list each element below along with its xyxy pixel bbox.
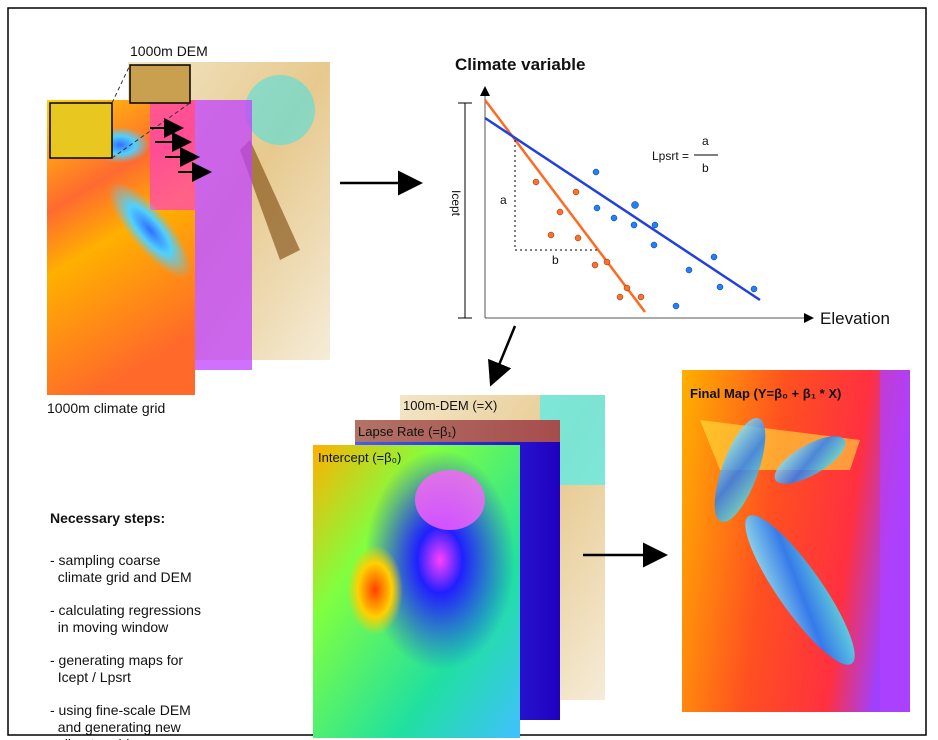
rise-label: a: [500, 193, 507, 207]
steps-list: - sampling coarse climate grid and DEM - …: [50, 552, 201, 740]
regression-plot: [458, 86, 814, 323]
arrow: [488, 325, 517, 387]
grid-label: 1000m climate grid: [47, 400, 165, 416]
step-line: - using fine-scale DEM: [50, 702, 191, 718]
final-map-label: Final Map (Y=β₀ + β₁ * X): [690, 386, 841, 401]
run-label: b: [552, 253, 559, 267]
layer-label: Lapse Rate (=β₁): [358, 424, 456, 439]
final-map: [682, 370, 910, 712]
dem-label: 1000m DEM: [130, 43, 208, 59]
step-line: - sampling coarse: [50, 552, 161, 568]
formula-num: a: [702, 134, 709, 148]
coarse-maps: [47, 62, 330, 395]
formula-lhs: Lpsrt =: [652, 149, 689, 163]
step-line: - generating maps for: [50, 652, 183, 668]
formula-den: b: [702, 161, 709, 175]
layer-label: 100m-DEM (=X): [403, 398, 497, 413]
icept-label: Icept: [449, 190, 463, 217]
step-line: - calculating regressions: [50, 602, 201, 618]
step-line: in moving window: [50, 619, 169, 635]
layer-maps: [313, 395, 605, 738]
step-line: climate grid and DEM: [50, 569, 192, 585]
steps-title: Necessary steps:: [50, 510, 165, 526]
step-line: Icept / Lpsrt: [50, 669, 131, 685]
y-axis-label: Climate variable: [455, 55, 585, 74]
step-line: and generating new: [50, 719, 182, 735]
layer-label: Intercept (=β₀): [318, 450, 401, 465]
x-axis-label: Elevation: [820, 309, 890, 328]
step-line: climate grid: [50, 736, 129, 740]
